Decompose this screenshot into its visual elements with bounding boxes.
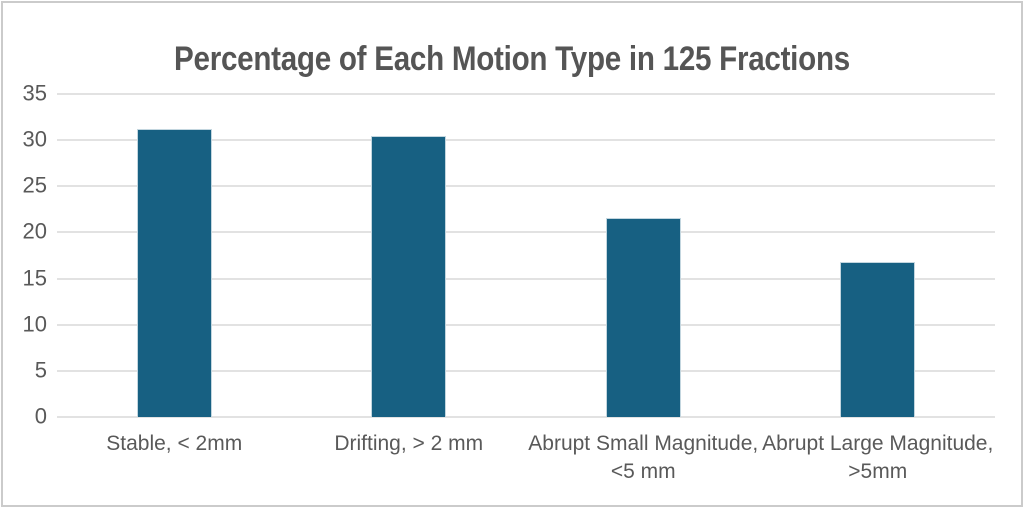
x-axis: Stable, < 2mm Drifting, > 2 mm Abrupt Smal… [57, 430, 995, 486]
gridline-0 [57, 416, 995, 418]
gridline-10 [57, 323, 995, 326]
bar-slot-1 [57, 94, 292, 417]
bar-slot-2 [292, 94, 527, 417]
gridline-30 [57, 139, 995, 142]
x-category-label-3: Abrupt Small Magnitude, <5 mm [528, 432, 759, 483]
bar-slot-4 [761, 94, 996, 417]
plot-area [57, 93, 995, 418]
y-tick-label-0: 0 [34, 403, 47, 429]
y-tick-label-20: 20 [22, 218, 47, 244]
x-category-label-4: Abrupt Large Magnitude, >5mm [762, 432, 994, 483]
y-tick-label-30: 30 [22, 126, 47, 152]
gridline-25 [57, 185, 995, 188]
chart-title: Percentage of Each Motion Type in 125 Fr… [174, 39, 850, 78]
bar-1 [136, 129, 212, 417]
bar-4 [840, 261, 916, 417]
bar-3 [605, 217, 681, 417]
x-category-label-2: Drifting, > 2 mm [334, 432, 484, 455]
y-tick-label-35: 35 [22, 80, 47, 106]
gridline-15 [57, 277, 995, 280]
x-category-label-1: Stable, < 2mm [106, 432, 243, 455]
y-tick-label-25: 25 [22, 172, 47, 198]
gridline-5 [57, 369, 995, 372]
y-axis: 0 5 10 15 20 25 30 35 [3, 82, 47, 427]
bars-layer [57, 94, 995, 417]
y-tick-label-15: 15 [22, 265, 47, 291]
gridline-35 [57, 93, 995, 95]
y-tick-label-10: 10 [22, 311, 47, 337]
bar-slot-3 [526, 94, 761, 417]
gridline-20 [57, 231, 995, 234]
bar-2 [371, 136, 447, 417]
y-tick-label-5: 5 [34, 357, 47, 383]
